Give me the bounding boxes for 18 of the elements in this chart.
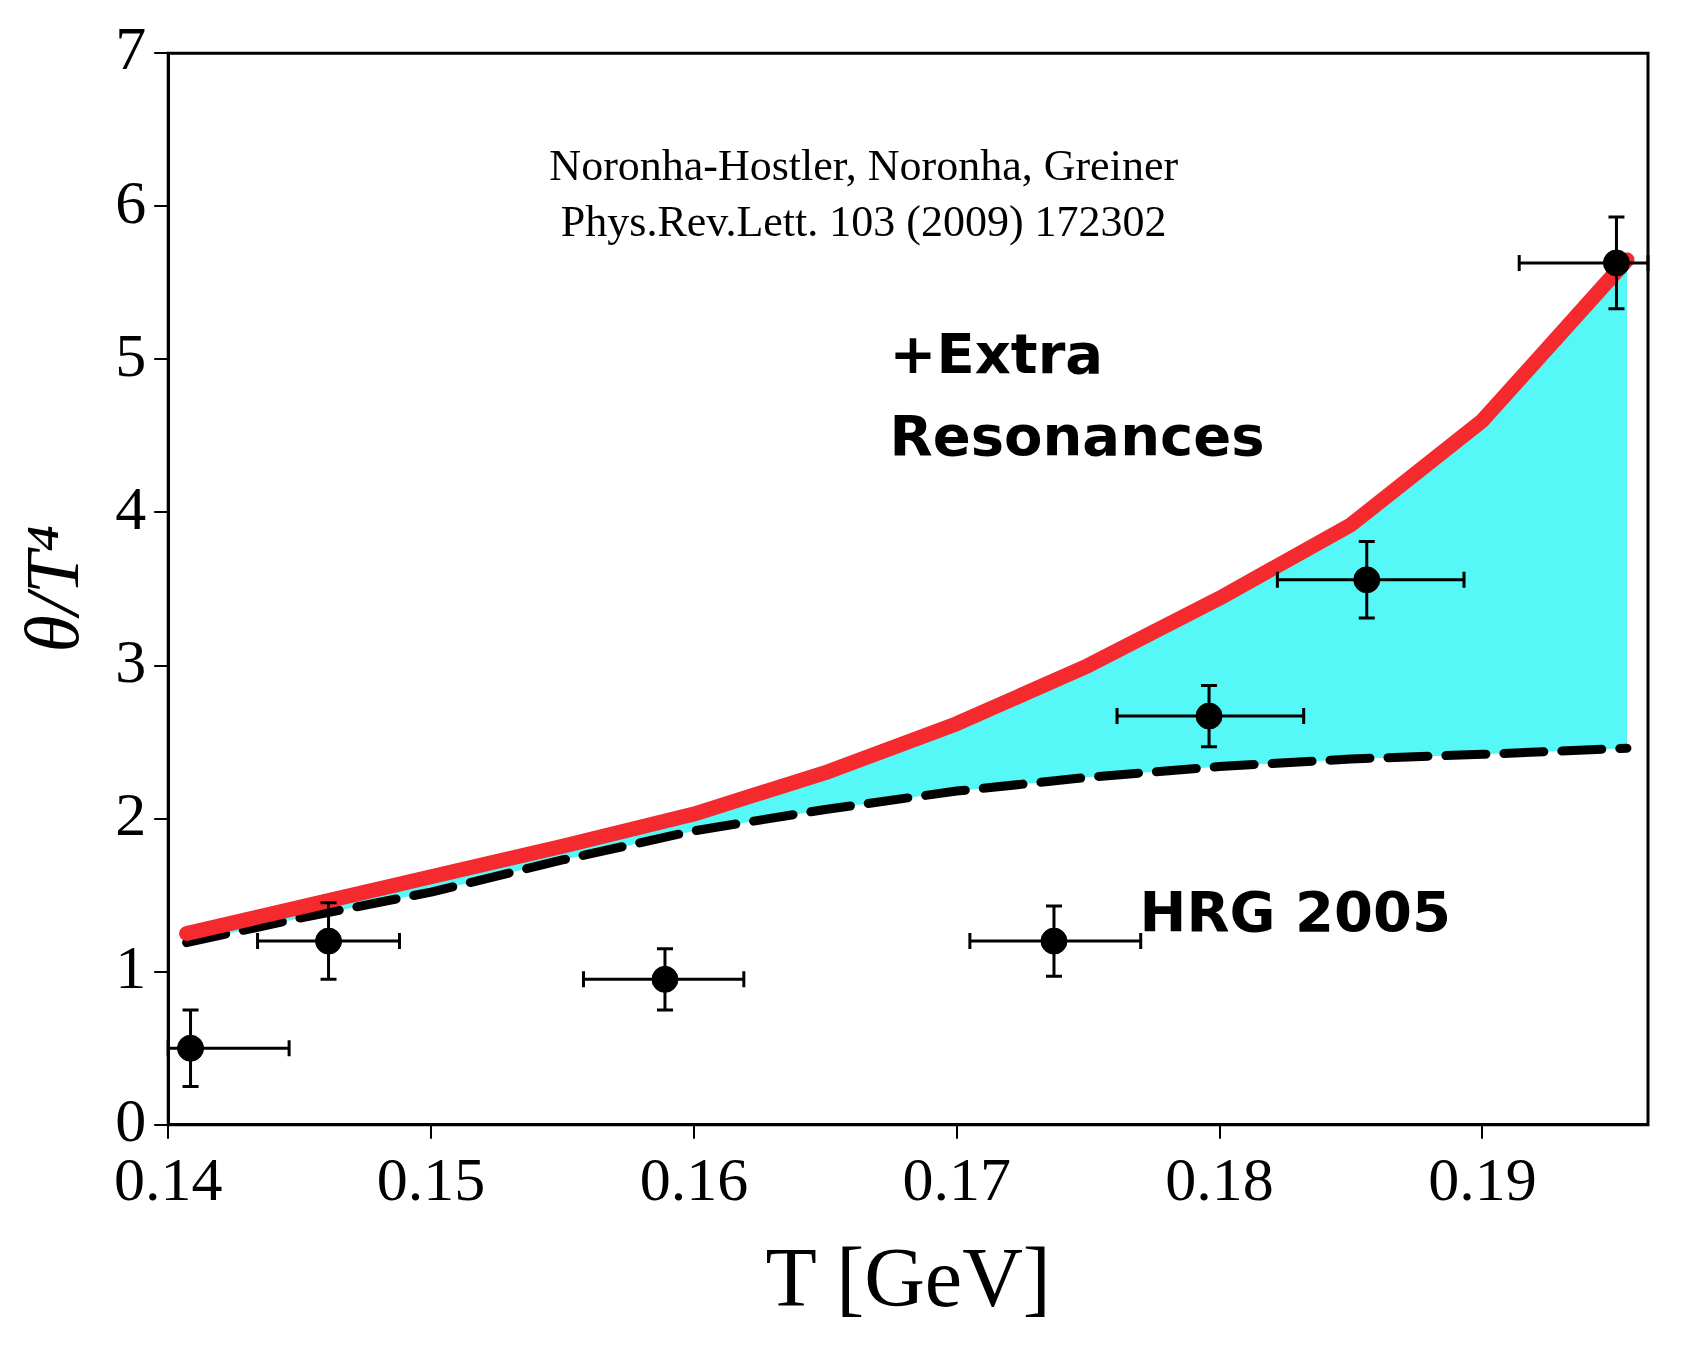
annotation: Phys.Rev.Lett. 103 (2009) 172302 bbox=[560, 196, 1167, 246]
x-tick-label: 0.16 bbox=[639, 1145, 749, 1214]
y-tick-label: 5 bbox=[115, 320, 147, 389]
y-axis-title: θ/T⁴ bbox=[9, 525, 94, 653]
x-tick-label: 0.15 bbox=[376, 1145, 486, 1214]
annotation: Noronha-Hostler, Noronha, Greiner bbox=[549, 140, 1179, 190]
series-label: HRG 2005 bbox=[1139, 879, 1451, 945]
y-tick-label: 4 bbox=[115, 473, 147, 542]
series-label: +Extra Resonances bbox=[889, 320, 1265, 468]
y-tick-label: 6 bbox=[115, 167, 147, 236]
x-tick-label: 0.17 bbox=[902, 1145, 1011, 1214]
y-tick-label: 3 bbox=[115, 626, 147, 695]
x-axis-title: T [GeV] bbox=[765, 1230, 1051, 1324]
x-tick-label: 0.19 bbox=[1428, 1145, 1537, 1214]
y-tick-label: 7 bbox=[115, 14, 147, 83]
x-tick-label: 0.18 bbox=[1165, 1145, 1274, 1214]
y-tick-label: 1 bbox=[115, 933, 147, 1001]
y-tick-label: 2 bbox=[115, 779, 147, 848]
